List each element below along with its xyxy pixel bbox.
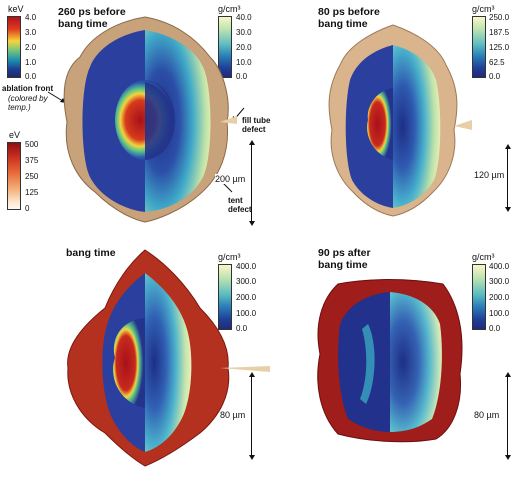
colorbar-tick: 40.0 (236, 13, 252, 22)
colorbar-unit: eV (9, 130, 21, 140)
colorbar-tick: 0.0 (489, 324, 501, 333)
panel-title: 260 ps before bang time (58, 6, 126, 30)
panel-title: 90 ps after bang time (318, 247, 371, 271)
scale-line (507, 376, 508, 456)
capsule-render (63, 16, 237, 223)
density-colorbar (218, 264, 232, 330)
colorbar-tick: 0.0 (236, 72, 248, 81)
capsule-render (67, 249, 270, 467)
colorbar-tick: 400.0 (489, 262, 510, 271)
colorbar-tick: 300.0 (236, 277, 257, 286)
colorbar-tick: 4.0 (25, 13, 37, 22)
fill-tube-label: fill tube defect (242, 116, 271, 134)
capsule-render (328, 24, 472, 217)
colorbar-tick: 200.0 (489, 293, 510, 302)
colorbar-unit: g/cm³ (472, 4, 495, 14)
scale-label: 80 µm (474, 410, 500, 420)
density-colorbar (472, 264, 486, 330)
colorbar-unit: g/cm³ (218, 4, 241, 14)
scale-line (251, 144, 252, 222)
colorbar-tick: 0.0 (25, 72, 37, 81)
colorbar-tick: 250 (25, 172, 39, 181)
ev-colorbar (7, 142, 21, 210)
ablation-front-label: ablation front (2, 84, 54, 93)
scale-arrow-up (249, 372, 255, 377)
density-colorbar (472, 16, 486, 78)
colorbar-unit: g/cm³ (218, 252, 241, 262)
colorbar-tick: 20.0 (236, 43, 252, 52)
panel-title: 80 ps before bang time (318, 6, 380, 30)
scale-label: 80 µm (220, 410, 246, 420)
colorbar-tick: 100.0 (489, 309, 510, 318)
colorbar-tick: 500 (25, 140, 39, 149)
colorbar-tick: 10.0 (236, 58, 252, 67)
scale-arrow-down (249, 455, 255, 460)
scale-arrow-down (249, 221, 255, 226)
colorbar-tick: 125.0 (489, 43, 510, 52)
colorbar-unit: keV (8, 4, 24, 14)
scale-arrow-up (249, 140, 255, 145)
colorbar-unit: g/cm³ (472, 252, 495, 262)
tent-label: tent defect (228, 196, 252, 214)
colorbar-tick: 125 (25, 188, 39, 197)
colorbar-tick: 62.5 (489, 58, 505, 67)
colorbar-tick: 300.0 (489, 277, 510, 286)
scale-arrow-down (505, 455, 511, 460)
colorbar-tick: 400.0 (236, 262, 257, 271)
capsule-render (317, 279, 463, 443)
scale-line (507, 148, 508, 208)
density-colorbar (218, 16, 232, 78)
colorbar-tick: 2.0 (25, 43, 37, 52)
colorbar-tick: 30.0 (236, 28, 252, 37)
colorbar-tick: 0.0 (489, 72, 501, 81)
colorbar-tick: 200.0 (236, 293, 257, 302)
colorbar-tick: 3.0 (25, 28, 37, 37)
scale-arrow-down (505, 207, 511, 212)
panel-title: bang time (66, 247, 116, 259)
colorbar-tick: 1.0 (25, 58, 37, 67)
scale-label: 120 µm (474, 170, 505, 180)
colorbar-tick: 0.0 (236, 324, 248, 333)
colorbar-tick: 375 (25, 156, 39, 165)
scale-label: 200 µm (215, 174, 246, 184)
colorbar-tick: 100.0 (236, 309, 257, 318)
scale-arrow-up (505, 372, 511, 377)
scale-line (251, 376, 252, 456)
colorbar-tick: 0 (25, 204, 30, 213)
ablation-front-note: (colored by temp.) (8, 94, 48, 112)
colorbar-tick: 187.5 (489, 28, 510, 37)
scale-arrow-up (505, 144, 511, 149)
colorbar-tick: 250.0 (489, 13, 510, 22)
kev-colorbar (7, 16, 21, 78)
